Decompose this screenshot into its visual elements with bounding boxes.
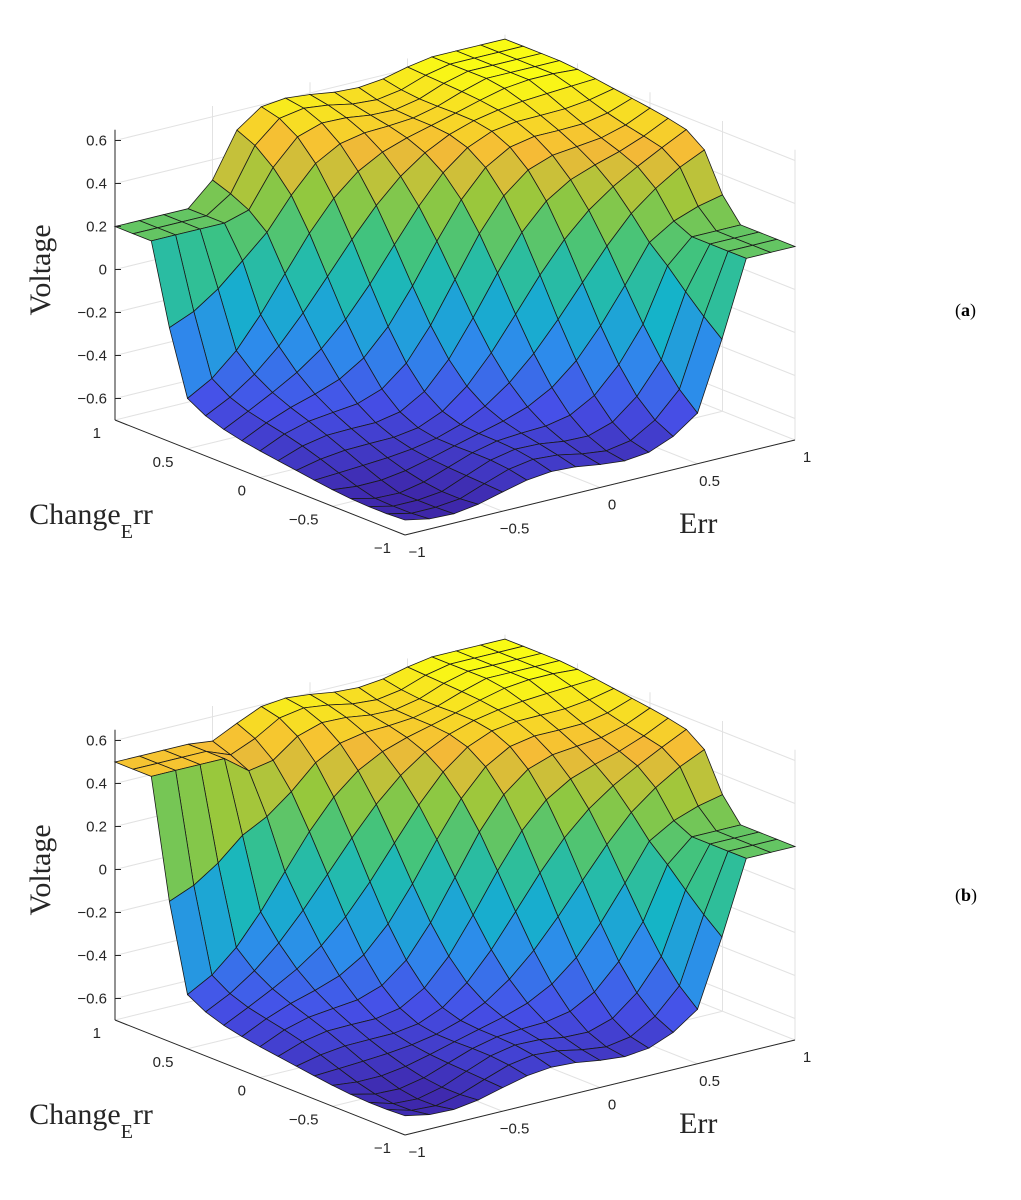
x-axis-title: Err xyxy=(679,1107,717,1140)
z-tick-label: 0.6 xyxy=(86,733,107,750)
panel-label-a: (a) xyxy=(955,300,976,320)
x-tick-label: 1 xyxy=(803,1049,811,1066)
axis-labels: −0.6 −0.4 −0.2 0 0.2 0.4 0.6 −1 −0.5 0 0.5 1 −1 −0.5 0… xyxy=(24,733,811,1162)
y-tick-label: 0 xyxy=(238,1083,246,1100)
z-tick-label: −0.2 xyxy=(77,305,107,322)
surface-plot-a: −0.6 −0.4 −0.2 0 0.2 0.4 0.6 −1 −0.5 0 0.5 1 −1 −0.5 0… xyxy=(24,34,811,562)
y-axis-title-main: Change xyxy=(29,1098,121,1131)
y-axis-title-tail: rr xyxy=(133,1098,153,1131)
y-axis-title-sub: E xyxy=(121,521,133,543)
y-tick-label: 0.5 xyxy=(153,1054,174,1071)
z-axis-title: Voltage xyxy=(24,224,57,315)
y-tick-label: −0.5 xyxy=(289,1111,319,1128)
surface-plot-b: −0.6 −0.4 −0.2 0 0.2 0.4 0.6 −1 −0.5 0 0.5 1 −1 −0.5 0… xyxy=(24,634,811,1162)
x-tick-label: −1 xyxy=(408,1144,425,1161)
z-tick-label: −0.2 xyxy=(77,905,107,922)
z-tick-label: 0.6 xyxy=(86,133,107,150)
x-tick-label: −1 xyxy=(408,544,425,561)
x-axis-line xyxy=(404,439,796,536)
z-tick-label: 0 xyxy=(99,862,107,879)
x-tick-label: 0 xyxy=(608,1097,616,1114)
z-tick-label: −0.4 xyxy=(77,948,107,965)
x-tick-label: −0.5 xyxy=(500,520,530,537)
x-tick-label: 1 xyxy=(803,449,811,466)
panel-label-b: (b) xyxy=(955,885,978,905)
x-tick-label: 0.5 xyxy=(699,473,720,490)
surface-mesh xyxy=(113,638,797,1117)
y-axis-title-main: Change xyxy=(29,498,121,531)
surface-face xyxy=(386,512,430,521)
y-tick-label: 1 xyxy=(93,1025,101,1042)
x-axis-title: Err xyxy=(679,507,717,540)
z-tick-label: 0.4 xyxy=(86,776,107,793)
surface-face xyxy=(386,1109,430,1117)
x-tick-label: 0 xyxy=(608,497,616,514)
y-axis-title-sub: E xyxy=(121,1121,133,1143)
x-tick-label: 0.5 xyxy=(699,1073,720,1090)
y-tick-label: −1 xyxy=(374,540,391,557)
y-tick-label: −0.5 xyxy=(289,511,319,528)
y-axis-title: ChangeErr xyxy=(29,498,153,543)
y-tick-label: −1 xyxy=(374,1140,391,1157)
x-tick-label: −0.5 xyxy=(500,1120,530,1137)
y-tick-label: 0 xyxy=(238,483,246,500)
z-tick-label: 0.2 xyxy=(86,819,107,836)
y-axis-title: ChangeErr xyxy=(29,1098,153,1143)
y-axis-title-tail: rr xyxy=(133,498,153,531)
z-tick-label: 0 xyxy=(99,262,107,279)
y-axis-line xyxy=(114,419,406,536)
z-tick-label: 0.4 xyxy=(86,176,107,193)
z-tick-label: −0.4 xyxy=(77,348,107,365)
y-axis-line xyxy=(114,1019,406,1136)
surface-mesh xyxy=(113,38,797,521)
axis-labels: −0.6 −0.4 −0.2 0 0.2 0.4 0.6 −1 −0.5 0 0.5 1 −1 −0.5 0… xyxy=(24,133,811,562)
figure-panel-b: −0.6 −0.4 −0.2 0 0.2 0.4 0.6 −1 −0.5 0 0.5 1 −1 −0.5 0… xyxy=(0,600,1021,1195)
z-tick-label: 0.2 xyxy=(86,219,107,236)
y-tick-label: 0.5 xyxy=(153,454,174,471)
z-tick-label: −0.6 xyxy=(77,991,107,1008)
z-axis-title: Voltage xyxy=(24,824,57,915)
y-tick-label: 1 xyxy=(93,425,101,442)
x-axis-line xyxy=(404,1039,796,1136)
z-tick-label: −0.6 xyxy=(77,391,107,408)
figure-panel-a: −0.6 −0.4 −0.2 0 0.2 0.4 0.6 −1 −0.5 0 0.5 1 −1 −0.5 0… xyxy=(24,34,976,562)
